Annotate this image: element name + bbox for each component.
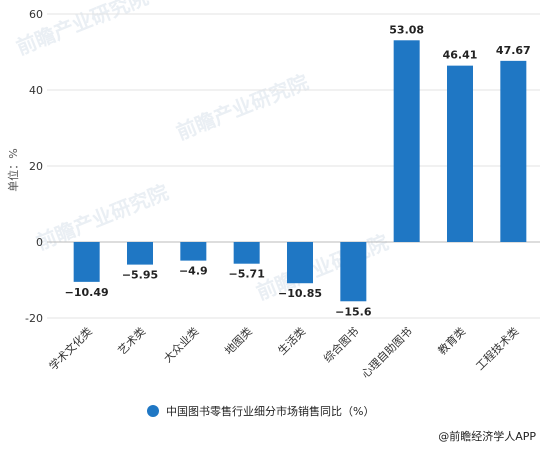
x-tick-label: 艺术类 [115,324,148,357]
x-tick-label: 地图类 [222,324,255,357]
x-tick-label: 生活类 [275,324,308,357]
data-label: −10.49 [65,286,109,299]
data-label: −10.85 [278,287,322,300]
bar [287,242,313,284]
y-axis-ticks: -20 0 20 40 60 [25,8,43,325]
legend: 中国图书零售行业细分市场销售同比（%） [147,404,374,418]
data-labels: −10.49 −5.95 −4.9 −5.71 −10.85 −15.6 53.08 46.4… [65,23,531,318]
y-axis-label: 单位：% [6,148,20,191]
bar [393,40,420,242]
bar [73,242,100,282]
bar [233,242,260,264]
watermark-text: 前瞻产业研究院 [173,70,312,145]
bar [127,242,153,265]
y-tick-label: 60 [29,8,43,21]
x-tick-label: 教育类 [435,324,468,357]
watermark-text: 前瞻产业研究院 [253,230,392,305]
x-tick-label: 大众业类 [160,324,201,365]
y-tick-label: 0 [36,236,43,249]
data-label: 46.41 [443,49,478,62]
x-tick-label: 学术文化类 [46,324,95,373]
data-label: 47.67 [496,44,531,57]
y-tick-label: 40 [29,84,43,97]
data-label: −5.71 [228,268,264,281]
data-label: −5.95 [122,269,158,282]
data-label: −4.9 [179,265,208,278]
y-tick-label: 20 [29,160,43,173]
x-tick-label: 综合图书 [320,324,361,365]
legend-label: 中国图书零售行业细分市场销售同比（%） [166,404,374,418]
source-credit: @前瞻经济学人APP [438,430,536,443]
data-label: 53.08 [389,23,424,36]
bar [340,242,367,302]
x-tick-label: 工程技术类 [473,324,522,373]
bar [180,242,207,261]
y-tick-label: -20 [25,312,43,325]
data-label: −15.6 [335,305,372,318]
legend-marker [147,405,159,417]
bar [447,65,473,242]
bar-series [73,40,527,302]
x-tick-label: 心理自助图书 [358,324,415,381]
bar [500,60,527,242]
